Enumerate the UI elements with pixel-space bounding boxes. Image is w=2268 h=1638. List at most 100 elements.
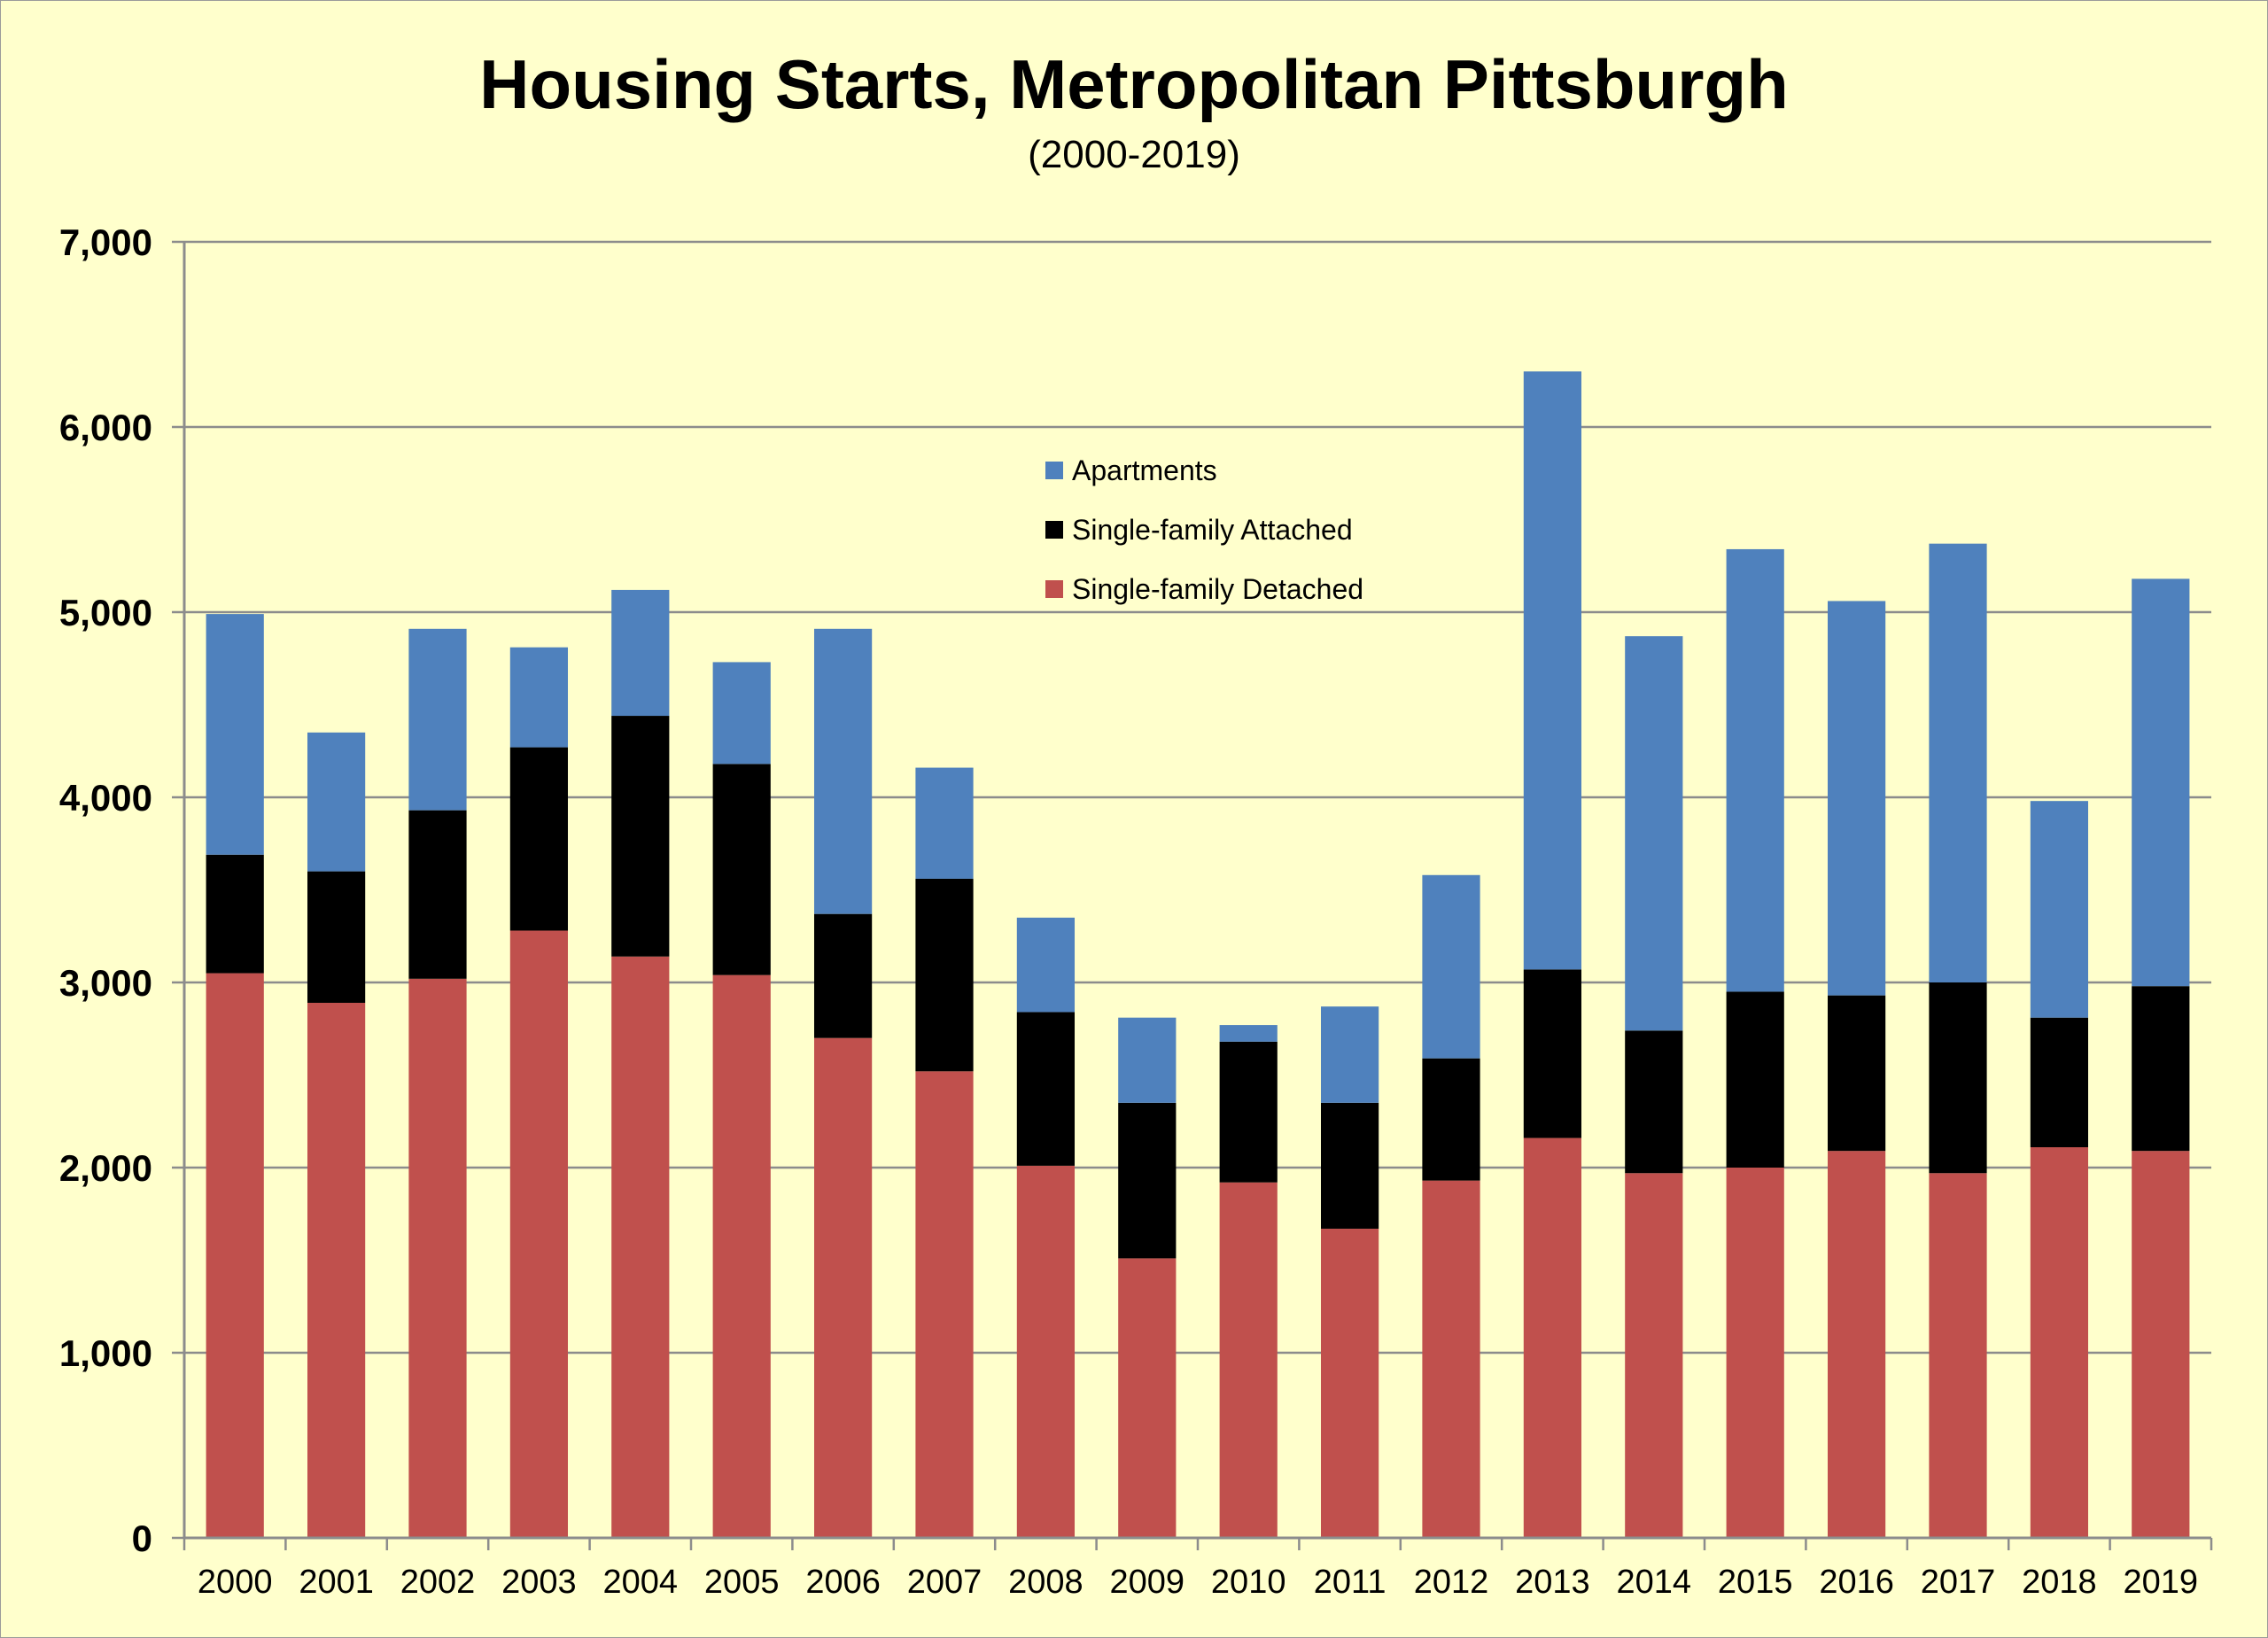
bar-single-family-detached-2010 [1219,1182,1278,1538]
bar-single-family-detached-2012 [1422,1180,1480,1538]
bar-single-family-detached-2015 [1726,1168,1784,1538]
x-tick-label-2001: 2001 [299,1564,374,1601]
bar-apartments-2014 [1625,636,1683,1031]
chart-title: Housing Starts, Metropolitan Pittsburgh [479,45,1789,123]
bar-apartments-2012 [1422,874,1480,1059]
bar-single-family-attached-2011 [1320,1102,1379,1229]
bar-single-family-detached-2007 [915,1071,974,1538]
legend-swatch-single-family-attached [1045,521,1063,539]
x-tick-label-2017: 2017 [1921,1564,1996,1601]
legend-label-apartments: Apartments [1072,454,1217,486]
bar-single-family-detached-2014 [1625,1173,1683,1538]
x-tick-label-2019: 2019 [2124,1564,2199,1601]
bar-apartments-2005 [712,662,771,765]
bar-single-family-attached-2014 [1625,1030,1683,1174]
bar-single-family-detached-2011 [1320,1228,1379,1538]
bar-single-family-attached-2006 [813,913,873,1038]
bar-apartments-2013 [1523,371,1582,970]
bar-single-family-detached-2008 [1016,1165,1076,1538]
y-tick-label: 2,000 [59,1147,152,1189]
bar-apartments-2011 [1320,1006,1379,1103]
x-tick-label-2012: 2012 [1414,1564,1489,1601]
bar-apartments-2003 [509,647,569,748]
x-tick-label-2005: 2005 [704,1564,780,1601]
bar-single-family-attached-2019 [2132,986,2190,1152]
bar-apartments-2001 [307,732,366,872]
x-tick-label-2008: 2008 [1008,1564,1084,1601]
axes [172,240,2213,1550]
bar-apartments-2010 [1219,1025,1278,1042]
x-tick-label-2000: 2000 [198,1564,273,1601]
bar-single-family-attached-2009 [1118,1102,1177,1259]
bar-single-family-detached-2003 [509,930,569,1538]
tick-labels: 0 1,000 2,000 3,000 4,000 5,000 6,000 7,000 2000… [59,221,2198,1601]
bar-apartments-2016 [1827,601,1886,996]
x-tick-label-2006: 2006 [805,1564,881,1601]
bar-single-family-detached-2001 [307,1002,366,1538]
x-tick-label-2003: 2003 [501,1564,577,1601]
bar-apartments-2002 [408,628,467,811]
legend-swatch-single-family-detached [1045,580,1063,598]
legend: Apartments Single-family Attached Single-f… [1045,454,1363,605]
bar-single-family-detached-2017 [1929,1173,1987,1538]
bar-single-family-detached-2005 [712,974,771,1538]
bar-single-family-detached-2019 [2132,1151,2190,1538]
y-tick-label: 1,000 [59,1332,152,1374]
bar-single-family-attached-2008 [1016,1012,1076,1166]
bar-apartments-2006 [813,628,873,914]
x-tick-label-2009: 2009 [1110,1564,1185,1601]
y-tick-label: 5,000 [59,592,152,633]
bar-single-family-attached-2012 [1422,1058,1480,1181]
bar-single-family-detached-2013 [1523,1137,1582,1538]
bar-single-family-attached-2004 [611,716,670,957]
bar-apartments-2008 [1016,917,1076,1013]
bar-single-family-attached-2013 [1523,969,1582,1138]
bar-single-family-detached-2016 [1827,1151,1886,1538]
legend-label-single-family-attached: Single-family Attached [1072,514,1353,546]
bar-single-family-attached-2007 [915,878,974,1072]
x-tick-label-2018: 2018 [2022,1564,2097,1601]
bar-single-family-attached-2000 [206,854,264,974]
bar-apartments-2019 [2132,578,2190,987]
y-tick-label: 7,000 [59,221,152,263]
legend-swatch-apartments [1045,462,1063,479]
bar-single-family-detached-2009 [1118,1258,1177,1538]
x-tick-label-2015: 2015 [1718,1564,1793,1601]
bar-apartments-2009 [1118,1017,1177,1103]
x-tick-label-2016: 2016 [1819,1564,1894,1601]
y-tick-label: 6,000 [59,407,152,448]
bar-single-family-attached-2010 [1219,1041,1278,1183]
x-tick-label-2013: 2013 [1515,1564,1590,1601]
bar-single-family-detached-2000 [206,973,264,1538]
bars [206,371,2190,1538]
bar-apartments-2004 [611,589,670,717]
bar-apartments-2017 [1929,543,1987,982]
chart-subtitle: (2000-2019) [1028,133,1240,176]
bar-single-family-attached-2018 [2030,1017,2089,1148]
x-tick-label-2007: 2007 [907,1564,983,1601]
bar-apartments-2000 [206,614,264,855]
bar-single-family-attached-2015 [1726,991,1784,1168]
bar-apartments-2007 [915,767,974,879]
bar-single-family-detached-2002 [408,978,467,1538]
x-tick-label-2010: 2010 [1211,1564,1286,1601]
bar-single-family-attached-2005 [712,764,771,975]
bar-single-family-detached-2004 [611,956,670,1538]
bar-single-family-attached-2016 [1827,995,1886,1152]
bar-single-family-attached-2002 [408,810,467,979]
bar-single-family-detached-2018 [2030,1147,2089,1538]
legend-label-single-family-detached: Single-family Detached [1072,573,1363,605]
bar-apartments-2015 [1726,548,1784,992]
y-tick-label: 0 [132,1518,152,1559]
bar-apartments-2018 [2030,801,2089,1018]
x-tick-label-2004: 2004 [603,1564,679,1601]
x-tick-label-2002: 2002 [400,1564,476,1601]
x-tick-label-2014: 2014 [1617,1564,1692,1601]
y-tick-label: 3,000 [59,962,152,1004]
x-tick-label-2011: 2011 [1314,1564,1386,1601]
bar-single-family-attached-2003 [509,747,569,931]
bar-single-family-attached-2017 [1929,982,1987,1174]
bar-single-family-attached-2001 [307,871,366,1003]
y-tick-label: 4,000 [59,777,152,819]
